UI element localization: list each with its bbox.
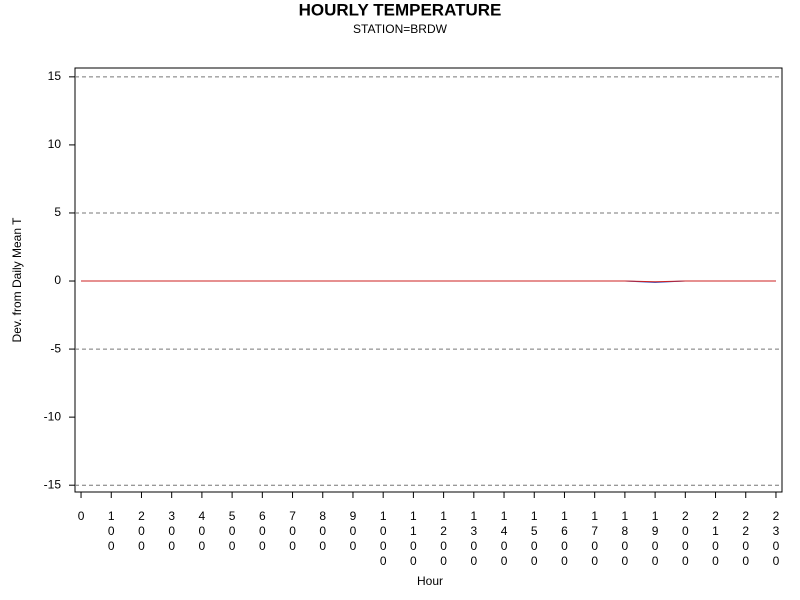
y-tick-label: 10 xyxy=(48,137,62,151)
chart-subtitle: STATION=BRDW xyxy=(353,22,448,36)
x-axis-label: Hour xyxy=(417,574,443,588)
y-tick-label: -15 xyxy=(44,477,62,491)
y-tick-label: -10 xyxy=(44,409,62,423)
y-tick-label: 0 xyxy=(54,273,61,287)
y-tick-label: 15 xyxy=(48,69,62,83)
x-tick-label: 0 xyxy=(78,509,85,523)
y-tick-label: -5 xyxy=(50,341,61,355)
y-tick-label: 5 xyxy=(54,205,61,219)
y-axis-label: Dev. from Daily Mean T xyxy=(10,217,24,343)
plot-frame xyxy=(74,67,783,493)
chart-title: HOURLY TEMPERATURE xyxy=(299,0,502,19)
series-line xyxy=(81,280,776,283)
